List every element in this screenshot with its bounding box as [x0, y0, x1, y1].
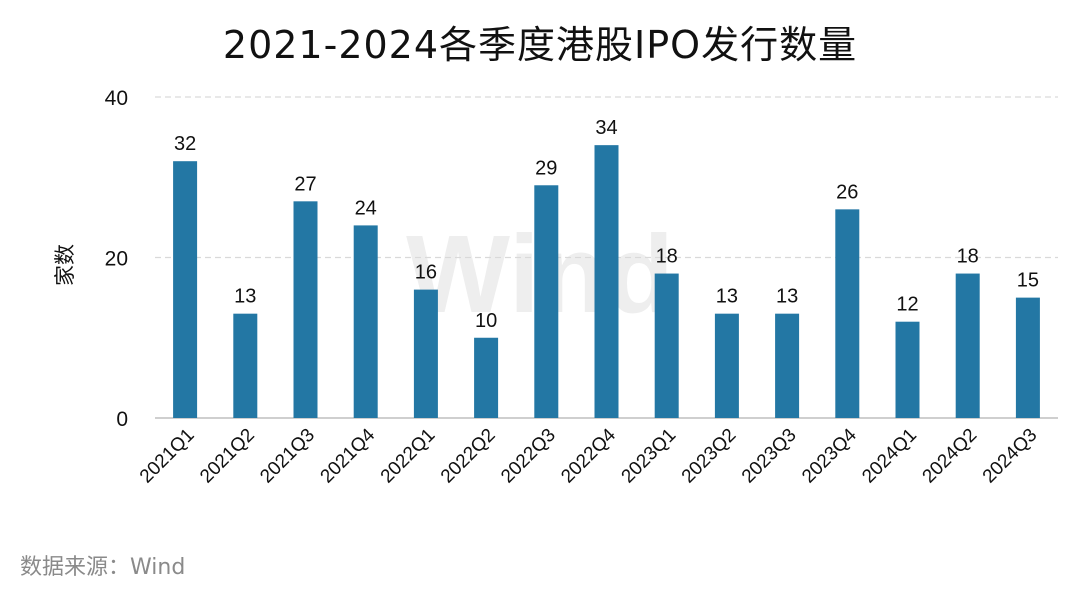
value-label-2024Q2: 18	[957, 246, 979, 268]
value-label-2023Q3: 13	[776, 286, 798, 308]
value-label-2021Q2: 13	[234, 286, 256, 308]
bar-2023Q1	[654, 273, 679, 418]
x-tick-label-2024Q2: 2024Q2	[919, 425, 982, 488]
bar-2023Q4	[835, 209, 860, 418]
data-source-note: 数据来源：Wind	[20, 555, 186, 580]
bar-2022Q1	[413, 289, 438, 418]
bar-2023Q2	[714, 313, 739, 418]
y-tick-label: 40	[105, 87, 128, 110]
value-label-2022Q4: 34	[595, 117, 617, 139]
bar-2022Q4	[594, 145, 619, 418]
x-tick-label-2024Q1: 2024Q1	[858, 425, 921, 488]
bar-2021Q4	[353, 225, 378, 418]
bar-2022Q3	[534, 185, 559, 418]
x-tick-label-2021Q4: 2021Q4	[317, 424, 380, 487]
x-tick-label-2021Q3: 2021Q3	[256, 425, 319, 488]
bar-2021Q3	[293, 201, 318, 418]
x-tick-label-2023Q2: 2023Q2	[678, 425, 741, 488]
value-label-2022Q3: 29	[535, 157, 557, 179]
x-tick-label-2023Q3: 2023Q3	[738, 425, 801, 488]
y-tick-label: 20	[105, 248, 128, 271]
bar-2024Q1	[895, 321, 920, 418]
x-tick-label-2024Q3: 2024Q3	[979, 425, 1042, 488]
x-tick-label-2021Q2: 2021Q2	[196, 425, 259, 488]
x-tick-label-2022Q3: 2022Q3	[497, 425, 560, 488]
y-axis-label: 家数	[54, 244, 77, 286]
value-label-2023Q2: 13	[716, 286, 738, 308]
chart-title: 2021-2024各季度港股IPO发行数量	[222, 23, 858, 67]
x-tick-label-2021Q1: 2021Q1	[136, 425, 199, 488]
value-label-2022Q2: 10	[475, 310, 497, 332]
x-tick-label-2023Q1: 2023Q1	[618, 425, 681, 488]
x-tick-label-2022Q4: 2022Q4	[557, 424, 620, 487]
value-label-2023Q4: 26	[836, 181, 858, 203]
x-tick-label-2023Q4: 2023Q4	[798, 424, 861, 487]
bar-2021Q2	[233, 313, 258, 418]
value-label-2022Q1: 16	[415, 262, 437, 284]
bar-2024Q2	[955, 273, 980, 418]
bar-2023Q3	[775, 313, 800, 418]
bar-2021Q1	[173, 161, 198, 418]
value-label-2024Q3: 15	[1017, 270, 1039, 292]
bar-2024Q3	[1015, 297, 1040, 418]
value-label-2021Q1: 32	[174, 133, 196, 155]
value-label-2023Q1: 18	[656, 246, 678, 268]
value-label-2021Q3: 27	[294, 173, 316, 195]
y-tick-label: 0	[116, 408, 128, 431]
x-tick-label-2022Q2: 2022Q2	[437, 425, 500, 488]
value-label-2021Q4: 24	[355, 197, 377, 219]
value-label-2024Q1: 12	[896, 294, 918, 316]
bar-2022Q2	[474, 337, 499, 418]
x-tick-label-2022Q1: 2022Q1	[377, 425, 440, 488]
